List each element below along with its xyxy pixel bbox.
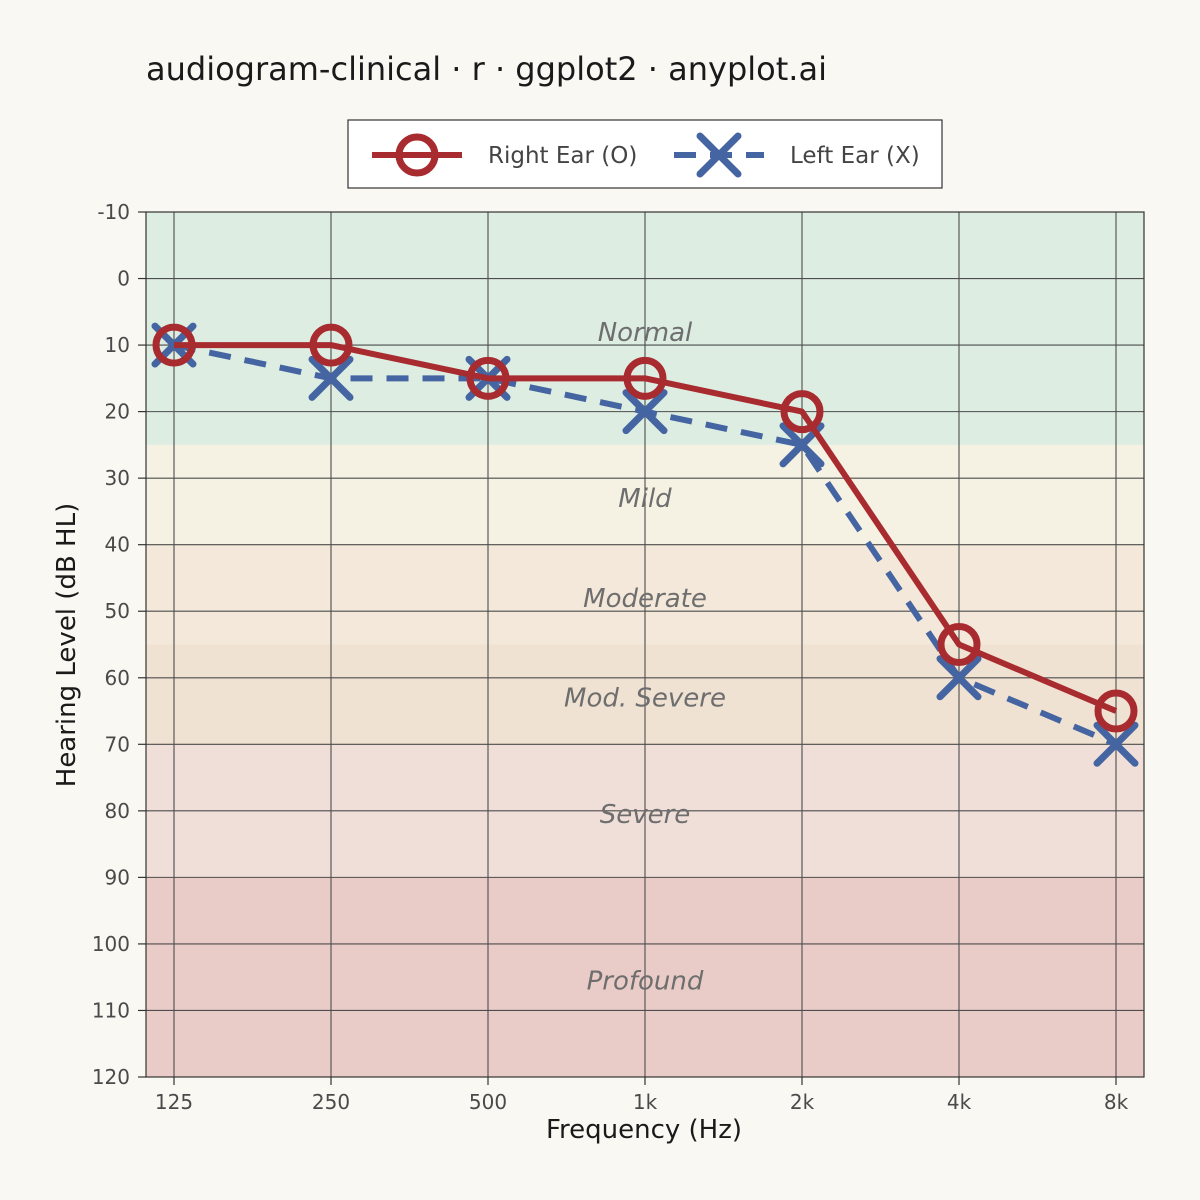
point-left-ear-250 [308, 355, 354, 401]
y-tick-label: 90 [105, 865, 130, 889]
y-tick-label: -10 [97, 200, 130, 224]
y-axis-title: Hearing Level (dB HL) [52, 503, 82, 787]
cross-stroke [1093, 721, 1139, 767]
point-right-ear-250 [309, 323, 353, 367]
y-tick-label: 80 [105, 799, 130, 823]
band-label-severe: Severe [600, 800, 691, 830]
y-tick-label: 120 [92, 1065, 130, 1089]
point-right-ear-4k [937, 623, 981, 666]
point-right-ear-8k [1094, 689, 1138, 733]
point-right-ear-125 [152, 323, 196, 367]
x-tick-label: 500 [469, 1090, 507, 1114]
band-label-profound: Profound [587, 967, 704, 997]
series-left-ear-x [151, 322, 1139, 767]
x-axis: 125 250 500 1k 2k 4k 8k [155, 1077, 1129, 1114]
cross-stroke [936, 655, 982, 701]
y-tick-label: 10 [105, 333, 130, 357]
y-tick-label: 110 [92, 998, 130, 1022]
cross-stroke [696, 132, 742, 178]
cross-stroke [622, 389, 668, 435]
x-tick-label: 125 [155, 1090, 193, 1114]
x-tick-label: 250 [312, 1090, 350, 1114]
band-label-mild: Mild [618, 484, 672, 514]
y-tick-label: 70 [105, 732, 130, 756]
legend-label-left-ear: Left Ear (X) [790, 143, 920, 169]
legend-label-right-ear: Right Ear (O) [488, 143, 637, 169]
x-tick-label: 4k [947, 1090, 972, 1114]
legend-key-left-ear [674, 132, 764, 178]
x-axis-title: Frequency (Hz) [546, 1115, 742, 1145]
legend-key-right-ear [372, 133, 462, 177]
series-right-ear-o [152, 323, 1138, 733]
y-tick-label: 100 [92, 932, 130, 956]
x-tick-label: 2k [790, 1090, 815, 1114]
x-tick-label: 1k [633, 1090, 658, 1114]
y-axis: -10 0 10 20 30 40 50 60 70 80 90 100 110 120 [92, 200, 146, 1089]
legend-marker-right-ear [395, 133, 439, 177]
point-left-ear-1k [622, 389, 668, 435]
band-label-moderate: Moderate [583, 584, 707, 614]
y-tick-label: 0 [117, 267, 130, 291]
y-tick-label: 20 [105, 400, 130, 424]
band-label-mod-severe: Mod. Severe [564, 684, 726, 714]
point-right-ear-500 [466, 356, 510, 400]
point-right-ear-2k [780, 390, 824, 434]
point-right-ear-1k [623, 356, 667, 400]
legend-marker-left-ear [696, 132, 742, 178]
y-tick-label: 40 [105, 533, 130, 557]
y-tick-label: 30 [105, 466, 130, 490]
y-tick-label: 60 [105, 666, 130, 690]
legend: Right Ear (O) Left Ear (X) [347, 119, 943, 189]
severity-band-labels: Normal Mild Moderate Mod. Severe Severe Profo… [564, 318, 726, 997]
chart-title: audiogram-clinical · r · ggplot2 · anypl… [146, 50, 827, 88]
point-left-ear-8k [1093, 721, 1139, 767]
y-tick-label: 50 [105, 599, 130, 623]
point-left-ear-4k [936, 655, 982, 701]
data-series [151, 322, 1139, 767]
x-tick-label: 8k [1104, 1090, 1129, 1114]
band-label-normal: Normal [598, 318, 693, 348]
cross-stroke [308, 355, 354, 401]
series-line-right-ear-o [174, 342, 1118, 714]
grid-lines [146, 211, 1144, 1078]
